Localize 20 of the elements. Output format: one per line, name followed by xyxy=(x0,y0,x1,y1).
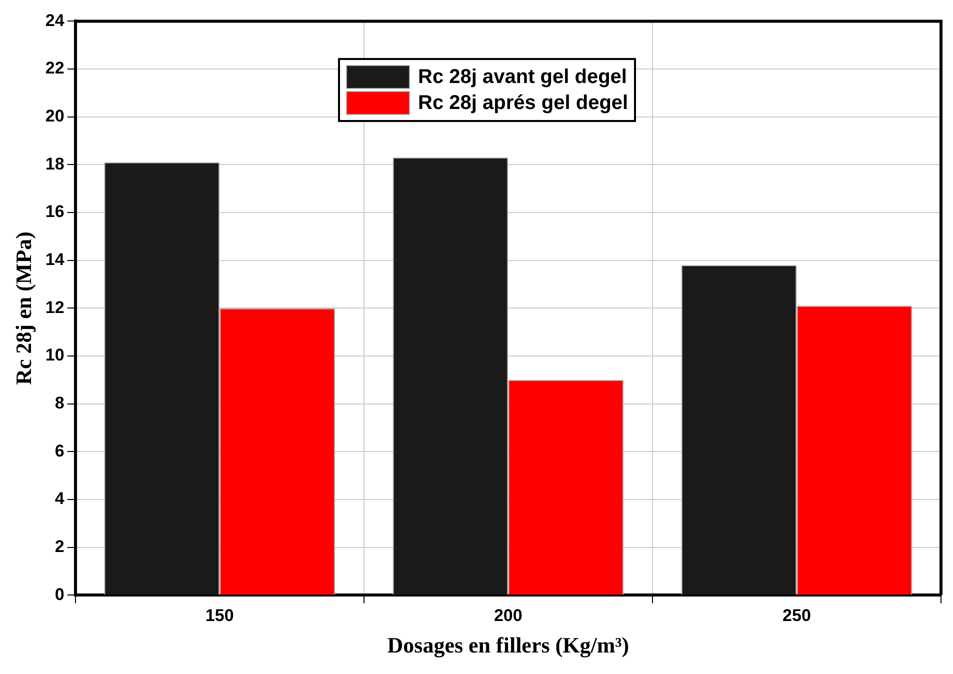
y-tick-label: 8 xyxy=(54,394,64,413)
legend-label: Rc 28j avant gel degel xyxy=(418,66,627,88)
y-tick-label: 16 xyxy=(45,202,64,222)
y-tick-label: 20 xyxy=(45,106,64,126)
y-tick-label: 0 xyxy=(54,584,64,604)
y-tick-label: 18 xyxy=(45,154,64,174)
x-tick-label: 200 xyxy=(494,606,522,626)
legend-label: Rc 28j aprés gel degel xyxy=(418,92,628,114)
y-axis-title: Rc 28j en (MPa) xyxy=(10,232,36,385)
y-tick-label: 6 xyxy=(54,441,64,460)
y-tick-label: 24 xyxy=(45,10,65,30)
y-tick-label: 10 xyxy=(45,346,64,365)
y-tick-label: 4 xyxy=(54,489,65,508)
x-tick-label: 250 xyxy=(782,606,811,626)
y-tick-label: 22 xyxy=(45,58,64,78)
y-tick-label: 12 xyxy=(45,298,64,317)
y-tick-label: 2 xyxy=(54,537,64,556)
x-axis-title: Dosages en fillers (Kg/m³) xyxy=(387,632,630,658)
y-tick-label: 14 xyxy=(45,250,65,270)
x-tick-label: 150 xyxy=(205,606,234,626)
